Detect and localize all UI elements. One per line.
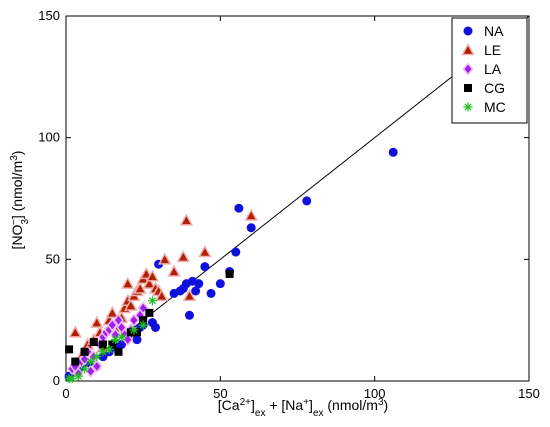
data-point-le — [176, 249, 191, 263]
y-tick-label: 100 — [38, 130, 60, 145]
y-label-part: 3 — [20, 219, 31, 225]
y-label-part: − — [9, 219, 20, 225]
data-point-cg — [225, 269, 234, 278]
x-tick-label: 100 — [364, 386, 386, 401]
data-point-mc — [67, 374, 77, 384]
data-point-na — [206, 288, 216, 298]
data-point-mc — [138, 320, 148, 330]
x-tick-label: 150 — [518, 386, 540, 401]
data-point-cg — [80, 347, 89, 356]
data-point-la — [106, 318, 118, 332]
x-label-part: ] — [309, 397, 313, 413]
y-tick-label: 150 — [38, 8, 60, 23]
data-point-cg — [89, 338, 98, 347]
data-point-mc — [80, 364, 90, 374]
data-point-cg — [139, 316, 148, 325]
data-point-na — [191, 286, 201, 296]
data-point-na — [234, 203, 244, 213]
legend-label-la: LA — [484, 61, 502, 77]
data-point-cg — [99, 340, 108, 349]
x-label-part: ex — [255, 408, 266, 419]
data-point-na — [215, 279, 225, 289]
data-point-mc — [73, 371, 83, 381]
y-tick-label: 0 — [53, 373, 60, 388]
data-point-le — [244, 208, 258, 221]
x-label-part: ) — [384, 397, 389, 413]
data-point-le — [142, 276, 157, 289]
y-label-part: 3 — [9, 155, 20, 161]
y-label-part: [NO — [9, 224, 25, 249]
data-point-mc — [129, 325, 139, 335]
data-point-na — [132, 335, 142, 345]
x-label-part: 3 — [378, 397, 384, 408]
legend-marker-mc — [463, 102, 473, 112]
data-point-le — [198, 244, 212, 258]
y-axis-label: [NO3−] (nmol/m3) — [9, 151, 31, 250]
data-point-cg — [145, 308, 154, 317]
data-point-cg — [114, 347, 123, 356]
legend-marker-la — [462, 62, 474, 76]
data-point-mc — [92, 352, 102, 362]
legend-label-cg: CG — [484, 80, 505, 96]
data-point-na — [302, 196, 312, 206]
x-label-part: (nmol/m — [324, 397, 378, 413]
legend: NA LE LA CG MC — [451, 17, 528, 124]
data-point-le — [145, 269, 160, 282]
data-point-le — [182, 288, 197, 302]
data-points — [64, 147, 398, 384]
legend-marker-na — [463, 26, 473, 36]
data-point-mc — [104, 344, 114, 354]
data-point-na — [151, 322, 161, 332]
data-point-na — [231, 247, 241, 257]
y-tick-label: 50 — [46, 251, 60, 266]
data-point-cg — [108, 340, 117, 349]
x-label-part: 2+ — [240, 397, 252, 408]
y-label-part: ) — [9, 151, 25, 156]
data-point-na — [200, 262, 210, 272]
data-point-le — [105, 305, 120, 319]
data-point-le — [179, 213, 194, 226]
data-point-le — [167, 264, 181, 277]
data-point-le — [120, 276, 135, 289]
legend-label-na: NA — [484, 23, 504, 39]
data-point-mc — [117, 332, 127, 342]
data-point-na — [246, 223, 256, 233]
axis-ticks: 0 50 100 150 0 50 100 150 — [38, 8, 540, 401]
legend-marker-le — [461, 42, 475, 56]
y-label-part: ] (nmol/m — [9, 161, 25, 219]
legend-label-mc: MC — [484, 99, 506, 115]
legend-marker-cg — [464, 84, 472, 92]
x-label-part: ex — [313, 408, 324, 419]
data-point-na — [184, 310, 194, 320]
data-point-na — [388, 147, 398, 157]
data-point-le — [154, 288, 169, 302]
x-tick-label: 50 — [213, 386, 227, 401]
data-point-na — [194, 279, 204, 289]
data-point-na — [117, 340, 127, 349]
data-point-mc — [98, 347, 108, 357]
data-point-le — [124, 298, 138, 311]
x-label-part: ] — [251, 397, 255, 413]
x-label-part: + — [303, 397, 309, 408]
data-point-le — [158, 252, 172, 265]
data-point-cg — [71, 357, 80, 366]
x-tick-label: 0 — [62, 386, 69, 401]
data-point-le — [133, 281, 147, 294]
data-point-mc — [110, 335, 120, 345]
x-axis-label: [Ca2+]ex + [Na+]ex (nmol/m3) — [218, 397, 388, 419]
data-point-mc — [86, 357, 96, 367]
x-label-part: + [Na — [265, 397, 303, 413]
data-point-le — [68, 325, 83, 338]
legend-label-le: LE — [484, 42, 501, 58]
x-label-part: [Ca — [218, 397, 240, 413]
data-point-cg — [65, 345, 74, 354]
data-point-le — [90, 315, 104, 328]
data-point-mc — [147, 296, 157, 306]
